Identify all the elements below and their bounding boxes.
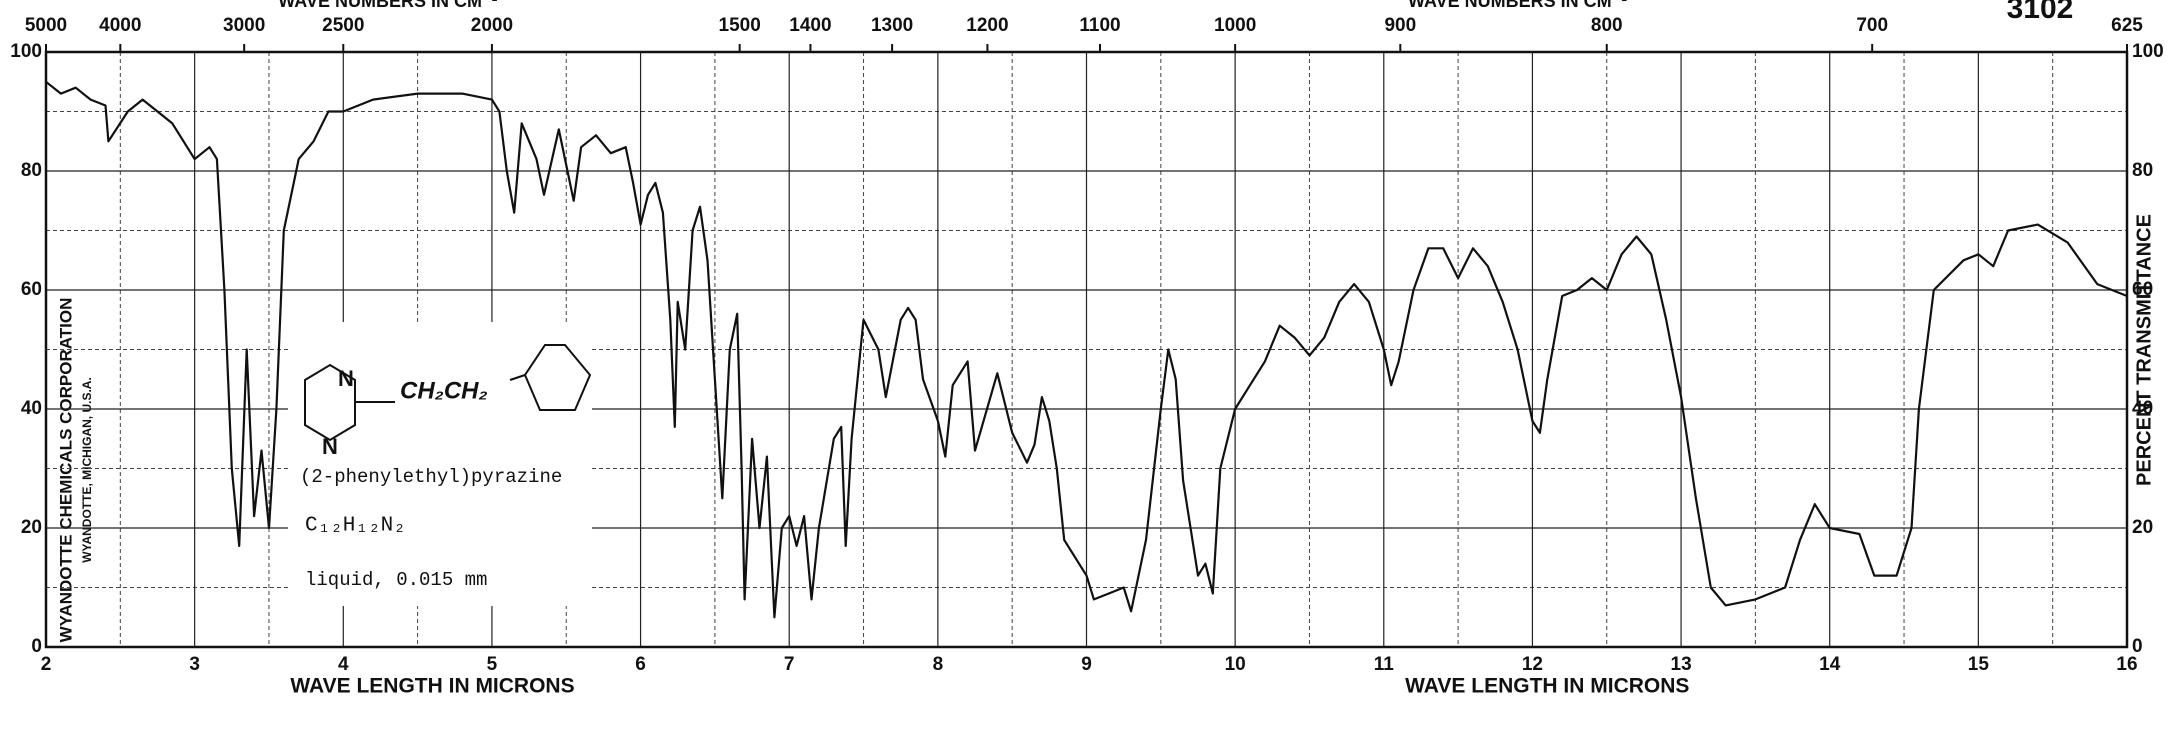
annotation: 3102 [2007,0,2074,25]
y2-tick-label: 80 [2132,160,2153,181]
x2-tick-label: 2000 [471,15,513,36]
plot-frame [44,50,2129,649]
x2-axis-label: WAVE NUMBERS IN CM⁻¹ [1408,0,1627,11]
x-tick-label: 3 [189,654,200,675]
x2-tick-label: 625 [2111,15,2143,36]
x2-axis-label: WAVE NUMBERS IN CM⁻¹ [278,0,497,11]
x2-tick-label: 1000 [1214,15,1256,36]
x2-tick-label: 800 [1591,15,1623,36]
y-tick-label: 80 [21,160,42,181]
atom: N [338,366,354,391]
x2-tick-label: 1100 [1079,15,1120,36]
y2-tick-label: 20 [2132,517,2153,538]
x-tick-label: 4 [338,654,349,675]
x-tick-label: 5 [487,654,498,675]
y-tick-label: 40 [21,398,42,419]
y-tick-label: 100 [10,41,42,62]
x-tick-label: 11 [1374,654,1395,675]
x-tick-label: 15 [1968,654,1990,675]
panel-bg [288,322,592,606]
x2-tick-label: 2500 [322,15,364,36]
benzene-ring [523,344,592,411]
x-tick-label: 8 [933,654,944,675]
x-tick-label: 2 [41,654,52,675]
atom: N [322,434,338,459]
y-axis-label: PERCENT TRANSMITTANCE [2133,214,2155,486]
x2-tick-label: 3000 [223,15,265,36]
x-axis-label: WAVE LENGTH IN MICRONS [1405,675,1689,698]
y2-tick-label: 40 [2132,398,2153,419]
y2-tick-label: 0 [2132,636,2143,657]
x-tick-label: 13 [1671,654,1692,675]
y2-tick-label: 100 [2132,41,2164,62]
y-tick-label: 0 [31,636,42,657]
pyrazine-ring [304,363,356,442]
x2-tick-label: 1300 [871,15,913,36]
y-tick-label: 60 [21,279,42,300]
x2-tick-label: 900 [1384,15,1416,36]
x-tick-label: 7 [784,654,795,675]
structure-panel: N N CH₂CH₂ (2-phenylethyl)pyrazine C₁₂H₁… [288,322,592,606]
bond [509,374,526,381]
x-axis-label: WAVE LENGTH IN MICRONS [290,675,574,698]
x2-tick-label: 1200 [966,15,1008,36]
x-tick-label: 9 [1081,654,1092,675]
x-tick-label: 6 [635,654,646,675]
x-tick-label: 14 [1819,654,1841,675]
formula: C₁₂H₁₂N₂ [305,515,406,538]
x-tick-label: 10 [1225,654,1246,675]
y2-tick-label: 60 [2132,279,2153,300]
sample-state: liquid, 0.015 mm [305,569,487,591]
x2-tick-label: 1500 [719,15,761,36]
company: WYANDOTTE CHEMICALS CORPORATION [56,298,75,643]
location: WYANDOTTE, MICHIGAN, U.S.A. [80,377,94,563]
compound-name: (2-phenylethyl)pyrazine [300,466,562,488]
x2-tick-label: 4000 [99,15,141,36]
y-tick-label: 20 [21,517,42,538]
x-tick-label: 16 [2116,654,2137,675]
x2-tick-label: 700 [1856,15,1888,36]
substituent: CH₂CH₂ [400,377,488,404]
x2-tick-label: 5000 [25,15,67,36]
spectrum-line [45,80,2128,619]
x-tick-label: 12 [1522,654,1543,675]
x2-tick-label: 1400 [789,15,831,36]
